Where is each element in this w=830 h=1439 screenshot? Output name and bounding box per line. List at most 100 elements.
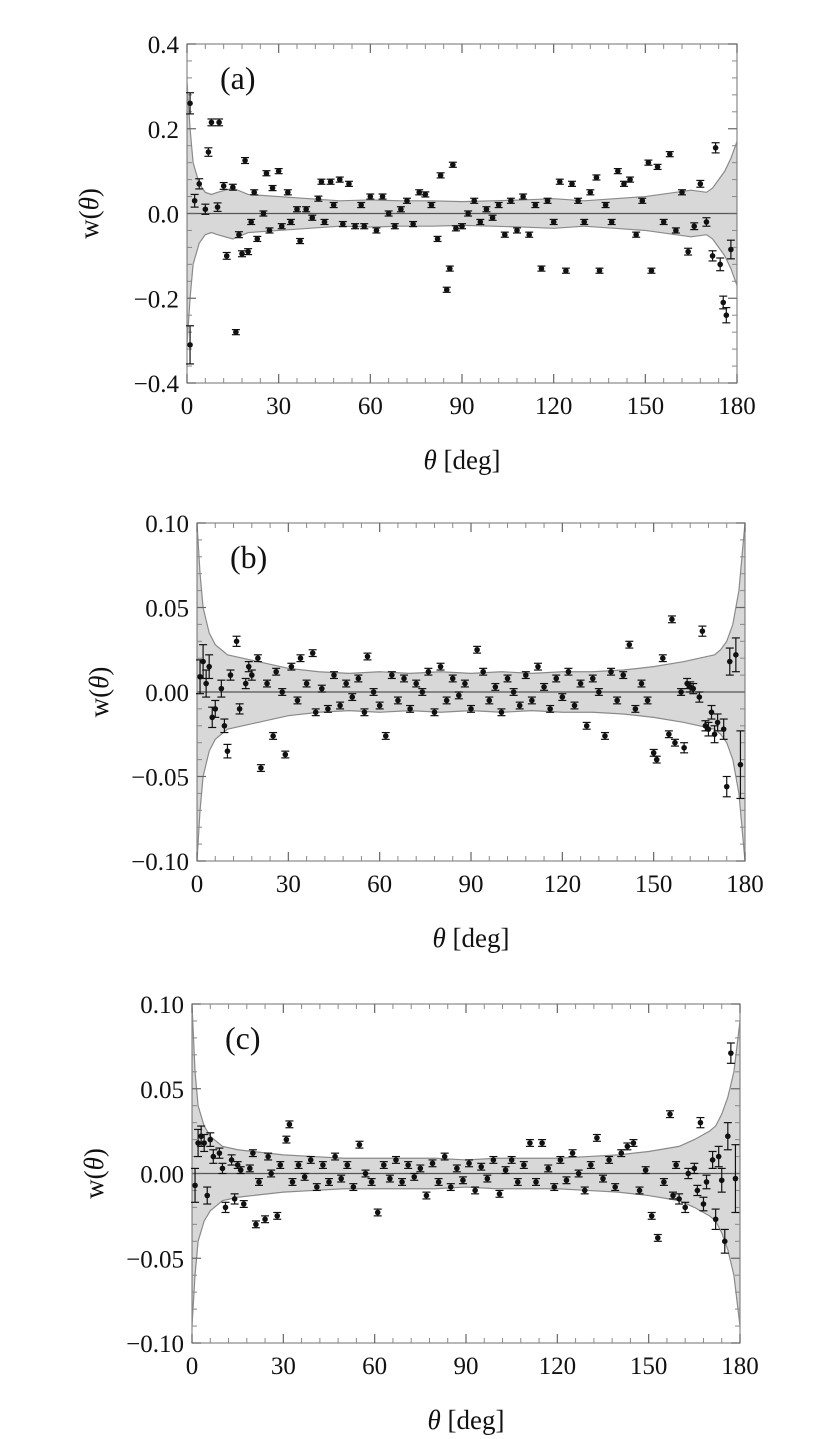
data-point [415,189,424,196]
marker [639,197,646,204]
marker [529,697,535,704]
data-point [580,218,589,226]
data-point [485,696,494,705]
data-point [595,267,604,274]
marker [673,1162,679,1168]
data-point [241,156,250,165]
marker [720,299,727,306]
data-point [562,1176,571,1185]
data-point [335,176,344,183]
data-point [488,214,497,221]
data-point [360,223,369,230]
marker [691,223,698,230]
marker [459,223,465,230]
data-point [336,701,345,710]
data-point [409,220,418,228]
data-point [501,1166,510,1175]
marker [268,1170,274,1177]
marker [462,680,468,687]
marker [250,1150,256,1156]
data-point [272,667,281,676]
data-point [277,223,286,230]
data-point [594,688,603,696]
x-tick-label: 30 [266,393,291,420]
marker [332,1153,338,1160]
data-point [592,174,601,181]
data-point [300,1172,309,1181]
marker [248,219,254,225]
data-point [378,193,387,200]
x-axis-symbol: θ [433,923,446,953]
data-point [244,248,253,256]
data-point [667,615,676,624]
data-point [288,1177,297,1186]
data-point [601,201,610,209]
data-point [698,625,707,637]
data-point [314,195,323,202]
data-point [586,189,595,196]
data-point [652,755,661,764]
data-point [203,1186,212,1205]
y-tick-label: −0.05 [131,765,189,792]
marker [327,178,334,185]
marker [349,694,356,700]
y-axis-symbol: θ [74,197,104,210]
data-point [670,738,679,747]
marker [410,221,416,227]
marker [239,250,245,257]
marker [255,655,261,661]
marker [224,748,231,754]
data-point [247,669,256,681]
data-point [555,178,564,185]
data-point [619,671,628,680]
data-point [725,647,734,676]
marker [240,1201,247,1207]
data-point [592,1133,601,1142]
data-point [451,225,460,232]
data-point [337,1174,346,1183]
marker [405,1162,411,1168]
data-point [428,1159,437,1168]
marker [679,189,685,196]
data-point [731,1144,740,1214]
data-point [684,1167,693,1180]
marker [364,653,371,660]
data-point [582,721,591,730]
marker [733,652,739,658]
x-tick-label: 60 [362,1353,387,1380]
marker [614,697,620,704]
marker [712,145,719,151]
marker [465,210,471,217]
data-point [384,210,393,217]
marker [618,1150,625,1156]
marker [187,100,193,107]
data-point [711,1208,720,1231]
data-point [525,1138,534,1147]
marker [471,197,478,204]
marker [320,1162,326,1168]
data-point [312,1183,321,1192]
marker [231,1196,238,1202]
data-point [278,688,287,696]
marker [220,183,227,189]
data-point [186,92,195,115]
panel-label: (c) [225,1020,261,1056]
data-point [672,1161,681,1170]
data-point [600,731,609,740]
marker [577,680,584,687]
data-point [430,708,439,717]
x-tick-label: 0 [191,871,204,898]
marker [660,655,666,661]
x-tick-label: 150 [627,393,665,420]
data-point [213,202,222,212]
marker [263,170,270,177]
data-point [458,223,466,230]
data-point [675,1193,684,1205]
data-point [613,696,622,705]
data-point [286,218,295,226]
data-point [695,691,704,703]
marker [653,756,660,763]
marker [632,706,639,712]
marker [443,286,450,293]
data-point [678,189,686,196]
